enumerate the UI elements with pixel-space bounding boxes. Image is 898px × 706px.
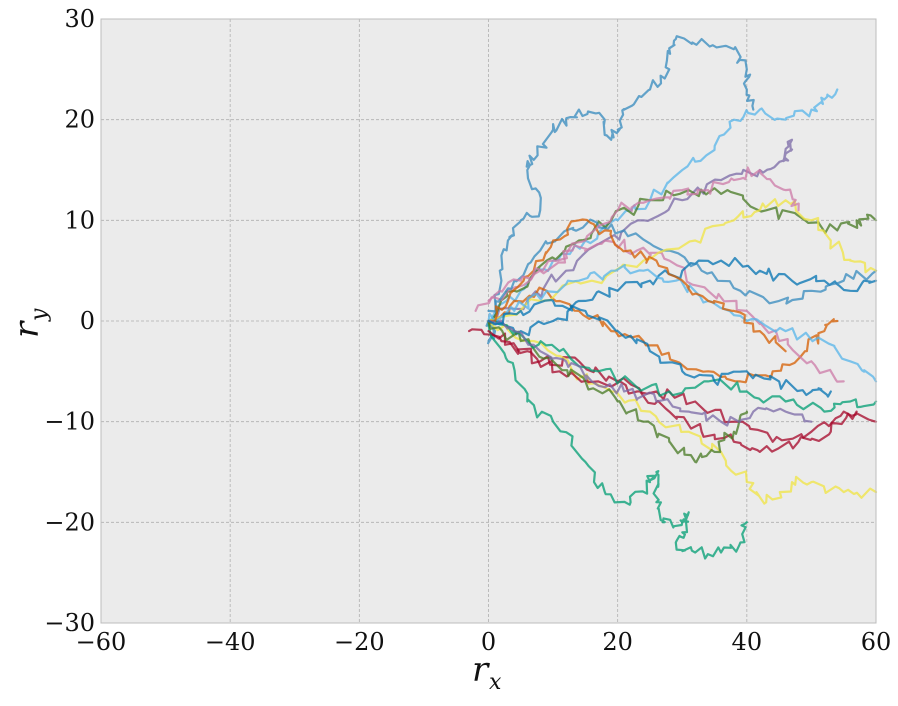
tick-labels: −60 −40 −20 0 20 40 60 −30 −20 −10 0 10 20 30 xyxy=(44,5,891,656)
trajectory-line-19 xyxy=(487,166,800,302)
x-tick-label: −40 xyxy=(205,628,256,656)
x-tick-label: −60 xyxy=(76,628,127,656)
y-tick-label: −10 xyxy=(44,408,95,436)
x-axis-label-subscript: x xyxy=(489,670,502,695)
y-tick-label: 0 xyxy=(80,307,95,335)
trajectory-line-10 xyxy=(487,256,878,337)
trajectory-line-16 xyxy=(493,319,878,413)
trajectory-line-18 xyxy=(487,319,813,427)
plot-frame xyxy=(100,18,877,624)
trajectory-line-14 xyxy=(487,198,878,323)
x-tick-label: 0 xyxy=(481,628,496,656)
trajectory-line-1 xyxy=(485,35,755,345)
y-tick-label: 10 xyxy=(64,206,95,234)
y-tick-label: −20 xyxy=(44,508,95,536)
trajectory-line-20 xyxy=(487,298,832,398)
x-tick-label: −20 xyxy=(334,628,385,656)
trajectory-series xyxy=(468,35,878,560)
y-tick-label: −30 xyxy=(44,609,95,637)
x-tick-label: 20 xyxy=(602,628,633,656)
trajectory-line-15 xyxy=(487,263,878,383)
trajectory-line-3 xyxy=(487,138,794,323)
axis-labels: r xry xyxy=(7,308,502,695)
trajectory-line-4 xyxy=(468,328,878,443)
y-axis-label-subscript: y xyxy=(27,308,52,322)
x-tick-label: 40 xyxy=(732,628,763,656)
y-axis-label: r xyxy=(7,320,47,338)
trajectory-line-12 xyxy=(487,330,858,453)
trajectory-line-13 xyxy=(487,319,749,464)
x-tick-label: 60 xyxy=(861,628,892,656)
trajectory-line-6 xyxy=(487,319,748,560)
y-axis-label-group: ry xyxy=(7,308,52,338)
y-tick-label: 20 xyxy=(64,106,95,134)
y-tick-label: 30 xyxy=(64,5,95,33)
x-axis-label: r xyxy=(472,650,490,690)
